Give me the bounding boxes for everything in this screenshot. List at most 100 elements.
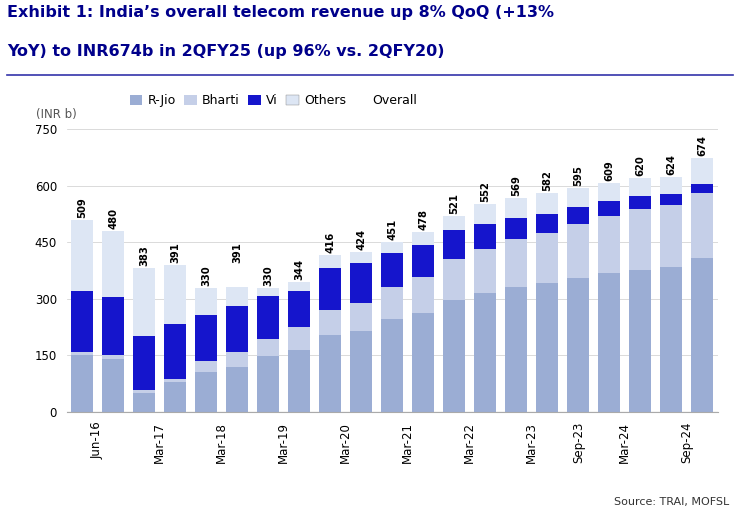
Bar bbox=[195, 288, 218, 315]
Bar bbox=[412, 313, 434, 412]
Bar bbox=[195, 361, 218, 372]
Text: 569: 569 bbox=[511, 175, 521, 196]
Bar bbox=[71, 220, 93, 290]
Bar bbox=[505, 217, 528, 238]
Bar bbox=[598, 273, 620, 412]
Text: 391: 391 bbox=[170, 242, 180, 263]
Text: (INR b): (INR b) bbox=[36, 108, 76, 121]
Bar bbox=[474, 249, 497, 294]
Text: 424: 424 bbox=[356, 229, 366, 250]
Bar bbox=[288, 350, 310, 412]
Bar bbox=[102, 355, 124, 359]
Bar bbox=[536, 214, 559, 233]
Bar bbox=[195, 315, 218, 361]
Bar bbox=[164, 265, 186, 324]
Text: 624: 624 bbox=[666, 154, 676, 175]
Bar bbox=[257, 288, 279, 296]
Bar bbox=[102, 297, 124, 355]
Bar bbox=[629, 196, 651, 209]
Bar bbox=[474, 294, 497, 412]
Text: 383: 383 bbox=[139, 245, 149, 266]
Bar bbox=[195, 372, 218, 412]
Text: 521: 521 bbox=[449, 193, 460, 214]
Bar bbox=[629, 209, 651, 269]
Bar bbox=[319, 310, 341, 335]
Bar bbox=[350, 252, 372, 263]
Bar bbox=[474, 204, 497, 224]
Bar bbox=[288, 327, 310, 350]
Text: 480: 480 bbox=[108, 208, 118, 229]
Text: 451: 451 bbox=[387, 219, 397, 240]
Legend: R-Jio, Bharti, Vi, Others, Overall: R-Jio, Bharti, Vi, Others, Overall bbox=[125, 89, 422, 112]
Bar bbox=[257, 356, 279, 412]
Bar bbox=[598, 201, 620, 216]
Text: 330: 330 bbox=[201, 265, 211, 286]
Bar bbox=[691, 158, 713, 184]
Bar bbox=[505, 287, 528, 412]
Bar bbox=[71, 352, 93, 355]
Bar bbox=[102, 359, 124, 412]
Bar bbox=[536, 283, 559, 412]
Bar bbox=[505, 238, 528, 287]
Bar bbox=[164, 379, 186, 382]
Bar bbox=[133, 268, 155, 335]
Text: 595: 595 bbox=[574, 165, 583, 186]
Bar bbox=[412, 245, 434, 278]
Text: 344: 344 bbox=[295, 260, 304, 281]
Bar bbox=[226, 306, 249, 352]
Bar bbox=[226, 352, 249, 367]
Text: 330: 330 bbox=[263, 265, 273, 286]
Bar bbox=[133, 393, 155, 412]
Bar bbox=[133, 335, 155, 390]
Bar bbox=[71, 290, 93, 352]
Bar bbox=[319, 335, 341, 412]
Bar bbox=[412, 278, 434, 313]
Bar bbox=[226, 367, 249, 412]
Bar bbox=[226, 287, 249, 306]
Bar bbox=[319, 268, 341, 310]
Bar bbox=[164, 382, 186, 412]
Text: Source: TRAI, MOFSL: Source: TRAI, MOFSL bbox=[613, 497, 729, 507]
Bar bbox=[691, 184, 713, 193]
Bar bbox=[629, 269, 651, 412]
Bar bbox=[257, 296, 279, 339]
Bar bbox=[288, 291, 310, 327]
Bar bbox=[381, 242, 403, 253]
Bar bbox=[536, 193, 559, 214]
Bar bbox=[598, 216, 620, 273]
Bar bbox=[443, 230, 465, 259]
Bar bbox=[660, 267, 682, 412]
Bar bbox=[164, 324, 186, 379]
Bar bbox=[660, 205, 682, 267]
Text: 620: 620 bbox=[635, 156, 645, 177]
Text: 391: 391 bbox=[232, 242, 242, 263]
Bar bbox=[567, 225, 590, 278]
Bar bbox=[102, 231, 124, 297]
Bar bbox=[133, 390, 155, 393]
Bar bbox=[443, 300, 465, 412]
Text: 509: 509 bbox=[77, 198, 87, 218]
Bar bbox=[474, 224, 497, 249]
Bar bbox=[350, 303, 372, 331]
Bar bbox=[381, 319, 403, 412]
Bar bbox=[567, 278, 590, 412]
Bar bbox=[660, 177, 682, 194]
Bar bbox=[598, 182, 620, 201]
Bar bbox=[443, 216, 465, 230]
Bar bbox=[412, 232, 434, 245]
Text: 416: 416 bbox=[325, 232, 335, 253]
Bar bbox=[443, 259, 465, 300]
Bar bbox=[350, 263, 372, 303]
Bar bbox=[660, 194, 682, 205]
Bar bbox=[381, 253, 403, 286]
Text: Exhibit 1: India’s overall telecom revenue up 8% QoQ (+13%: Exhibit 1: India’s overall telecom reven… bbox=[7, 5, 554, 20]
Bar bbox=[691, 258, 713, 412]
Bar bbox=[567, 188, 590, 207]
Bar bbox=[381, 286, 403, 319]
Bar bbox=[319, 255, 341, 268]
Bar bbox=[350, 331, 372, 412]
Bar bbox=[536, 233, 559, 283]
Text: 478: 478 bbox=[418, 209, 428, 230]
Bar bbox=[691, 193, 713, 258]
Text: YoY) to INR674b in 2QFY25 (up 96% vs. 2QFY20): YoY) to INR674b in 2QFY25 (up 96% vs. 2Q… bbox=[7, 44, 445, 59]
